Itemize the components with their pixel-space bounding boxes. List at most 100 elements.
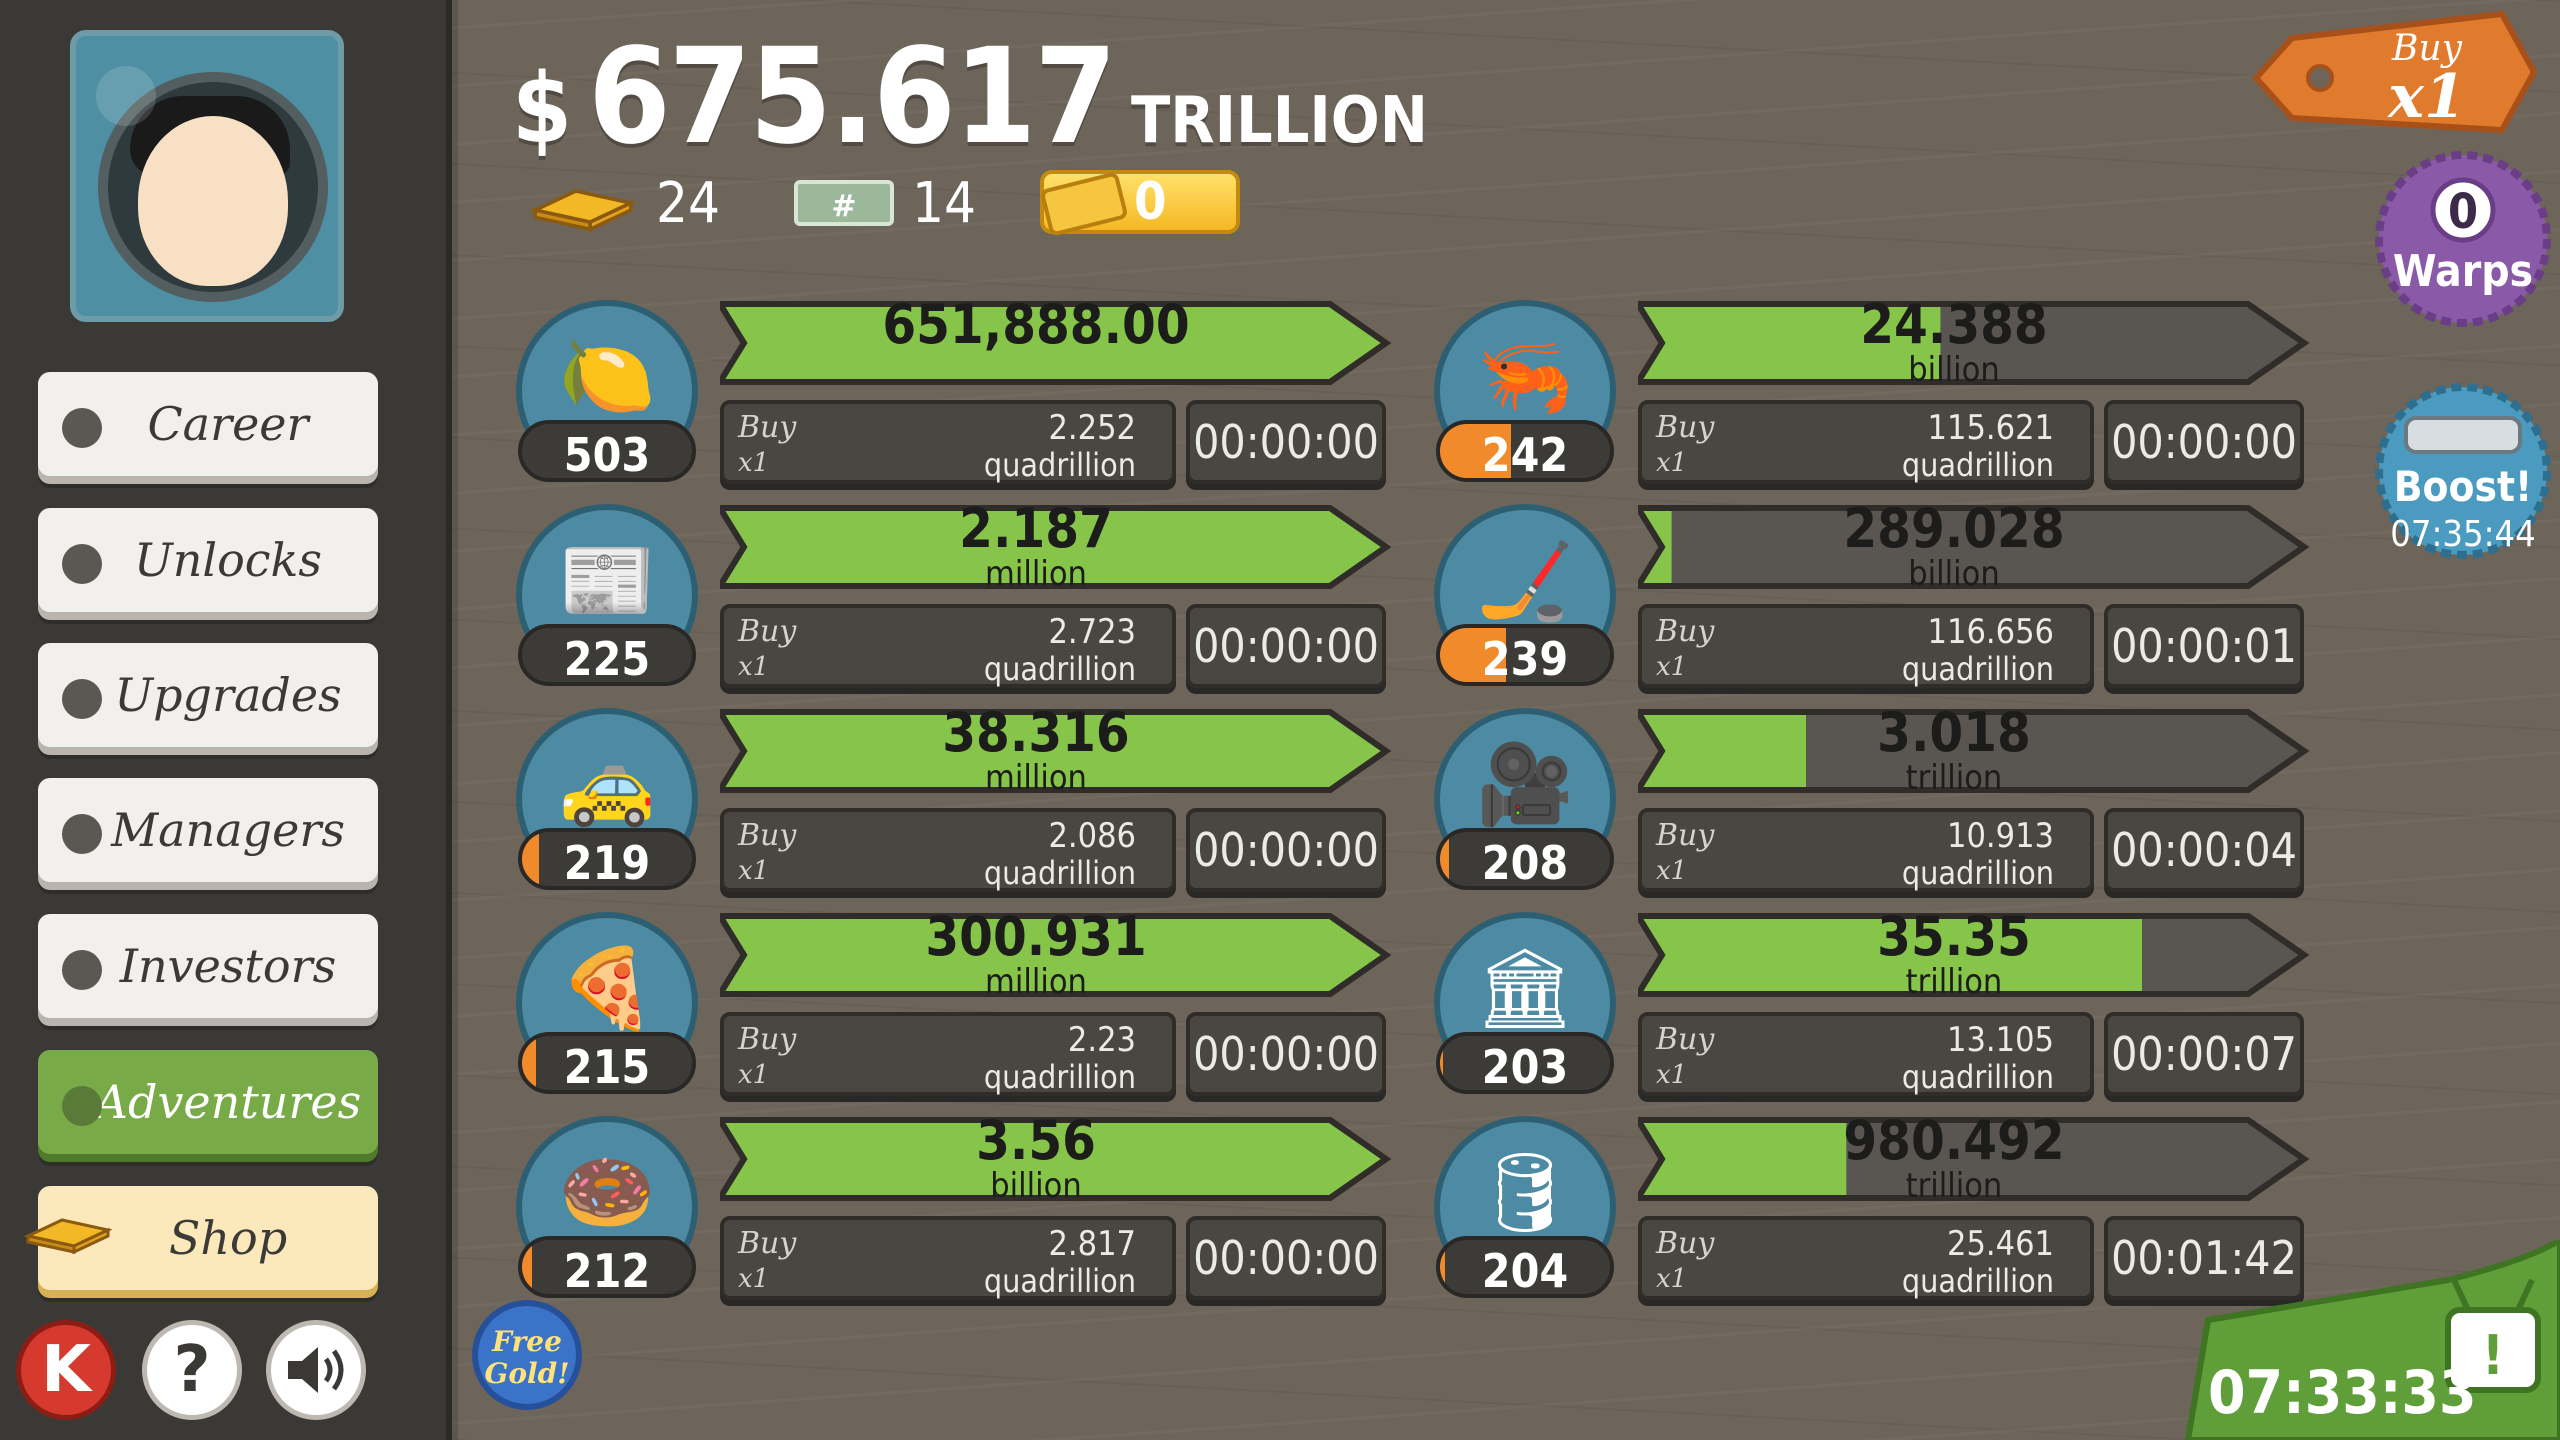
progress-bar-shape bbox=[720, 913, 1392, 997]
ticket-icon bbox=[1041, 172, 1127, 236]
career-dot-icon bbox=[62, 408, 102, 448]
buy-multiplier-button[interactable]: Buy x1 bbox=[2251, 8, 2538, 138]
kongregate-label: K bbox=[41, 1333, 91, 1407]
sound-button[interactable] bbox=[266, 1320, 366, 1420]
timer-value: 00:00:00 bbox=[1193, 619, 1379, 673]
ticket-counter[interactable]: 0 bbox=[1040, 170, 1240, 236]
buy-cost-unit: quadrillion bbox=[983, 1262, 1136, 1300]
warps-count: 0 bbox=[2447, 184, 2479, 240]
avatar[interactable] bbox=[70, 30, 344, 322]
revenue-progress-bar[interactable]: 24.388 billion bbox=[1638, 296, 2310, 390]
owned-count-pill: 215 bbox=[518, 1032, 696, 1094]
owned-count: 503 bbox=[563, 428, 651, 482]
buy-multiplier: x1 bbox=[738, 1264, 770, 1294]
revenue-progress-bar[interactable]: 289.028 billion bbox=[1638, 500, 2310, 594]
buy-button[interactable]: Buy x1 116.656 quadrillion bbox=[1638, 604, 2094, 688]
revenue-value: 289.028 bbox=[1843, 497, 2065, 560]
buy-multiplier: x1 bbox=[1656, 856, 1688, 886]
buy-button[interactable]: Buy x1 2.23 quadrillion bbox=[720, 1012, 1176, 1096]
buy-label: Buy bbox=[1656, 1226, 1715, 1261]
revenue-progress-bar[interactable]: 3.018 trillion bbox=[1638, 704, 2310, 798]
buy-multiplier: x1 bbox=[738, 448, 770, 478]
owned-count-pill: 204 bbox=[1436, 1236, 1614, 1298]
oil-rig-icon: 🛢 bbox=[1475, 1148, 1575, 1238]
buy-button[interactable]: Buy x1 115.621 quadrillion bbox=[1638, 400, 2094, 484]
revenue-unit: billion bbox=[990, 1166, 1082, 1206]
glare-graphic bbox=[96, 66, 156, 126]
owned-count-pill: 239 bbox=[1436, 624, 1614, 686]
revenue-progress-bar[interactable]: 980.492 trillion bbox=[1638, 1112, 2310, 1206]
buy-button[interactable]: Buy x1 2.086 quadrillion bbox=[720, 808, 1176, 892]
owned-count: 239 bbox=[1481, 632, 1569, 686]
progress-bar-shape bbox=[720, 709, 1392, 793]
boost-button[interactable]: Boost! 07:35:44 bbox=[2374, 382, 2552, 560]
buy-button[interactable]: Buy x1 2.723 quadrillion bbox=[720, 604, 1176, 688]
revenue-value: 38.316 bbox=[942, 701, 1130, 764]
investors-dot-icon bbox=[62, 950, 102, 990]
sidebar-item-adventures[interactable]: Adventures bbox=[38, 1050, 378, 1154]
timer-value: 00:00:07 bbox=[2111, 1027, 2297, 1081]
buy-label: Buy bbox=[1656, 614, 1715, 649]
buy-cost: 13.105 bbox=[1947, 1020, 2054, 1060]
cycle-timer: 00:00:00 bbox=[2104, 400, 2304, 484]
owned-progress-fill bbox=[1440, 832, 1449, 886]
kongregate-button[interactable]: K bbox=[16, 1320, 116, 1420]
sidebar-item-unlocks[interactable]: Unlocks bbox=[38, 508, 378, 612]
revenue-progress-bar[interactable]: 651,888.00 bbox=[720, 296, 1392, 390]
revenue-unit: billion bbox=[1908, 554, 2000, 594]
help-label: ? bbox=[173, 1333, 211, 1407]
revenue-progress-bar[interactable]: 2.187 million bbox=[720, 500, 1392, 594]
revenue-unit: trillion bbox=[1905, 758, 2003, 798]
face-graphic bbox=[138, 116, 288, 286]
progress-bar-shape bbox=[720, 505, 1392, 589]
owned-count-pill: 212 bbox=[518, 1236, 696, 1298]
boost-car-icon bbox=[2375, 383, 2551, 559]
sidebar-item-career[interactable]: Career bbox=[38, 372, 378, 476]
owned-progress-fill bbox=[522, 1240, 533, 1294]
free-gold-label-line2: Gold! bbox=[484, 1357, 570, 1390]
progress-bar-shape bbox=[1638, 505, 2310, 589]
megabucks-icon: # bbox=[794, 180, 894, 226]
buy-button[interactable]: Buy x1 10.913 quadrillion bbox=[1638, 808, 2094, 892]
owned-count-pill: 225 bbox=[518, 624, 696, 686]
buy-button[interactable]: Buy x1 2.817 quadrillion bbox=[720, 1216, 1176, 1300]
owned-count: 242 bbox=[1481, 428, 1569, 482]
buy-multiplier: x1 bbox=[738, 652, 770, 682]
free-gold-button[interactable]: Free Gold! bbox=[472, 1300, 582, 1410]
buy-cost: 10.913 bbox=[1947, 816, 2054, 856]
revenue-progress-bar[interactable]: 300.931 million bbox=[720, 908, 1392, 1002]
buy-button[interactable]: Buy x1 25.461 quadrillion bbox=[1638, 1216, 2094, 1300]
sidebar-item-label: Adventures bbox=[94, 1075, 362, 1129]
gold-count: 24 bbox=[656, 170, 721, 236]
help-button[interactable]: ? bbox=[142, 1320, 242, 1420]
buy-button[interactable]: Buy x1 13.105 quadrillion bbox=[1638, 1012, 2094, 1096]
owned-progress-fill bbox=[1440, 424, 1512, 478]
revenue-progress-bar[interactable]: 35.35 trillion bbox=[1638, 908, 2310, 1002]
warps-button[interactable]: 0 Warps bbox=[2374, 150, 2552, 328]
cycle-timer: 00:00:00 bbox=[1186, 1216, 1386, 1300]
revenue-value: 300.931 bbox=[925, 905, 1147, 968]
sidebar-item-managers[interactable]: Managers bbox=[38, 778, 378, 882]
sidebar-item-label: Shop bbox=[168, 1211, 288, 1265]
buy-label: Buy bbox=[738, 1022, 797, 1057]
revenue-unit: million bbox=[985, 962, 1087, 1002]
owned-count-pill: 242 bbox=[1436, 420, 1614, 482]
revenue-unit: billion bbox=[1908, 350, 2000, 390]
buy-label: Buy bbox=[1656, 410, 1715, 445]
buy-cost-unit: quadrillion bbox=[1901, 446, 2054, 484]
pizza-icon: 🍕 bbox=[558, 944, 656, 1034]
gold-stat: 24 bbox=[528, 168, 720, 238]
buy-cost: 25.461 bbox=[1947, 1224, 2054, 1264]
revenue-progress-bar[interactable]: 38.316 million bbox=[720, 704, 1392, 798]
sidebar-item-investors[interactable]: Investors bbox=[38, 914, 378, 1018]
sidebar: Career Unlocks Upgrades Managers Investo… bbox=[0, 0, 452, 1440]
buy-cost: 2.086 bbox=[1048, 816, 1136, 856]
buy-cost: 2.817 bbox=[1048, 1224, 1136, 1264]
ad-boost-panel[interactable]: ! 07:33:33 bbox=[2148, 1236, 2560, 1440]
revenue-value: 3.018 bbox=[1877, 701, 2031, 764]
revenue-progress-bar[interactable]: 3.56 billion bbox=[720, 1112, 1392, 1206]
sidebar-item-upgrades[interactable]: Upgrades bbox=[38, 643, 378, 747]
donut-icon: 🍩 bbox=[558, 1148, 656, 1238]
timer-value: 00:00:00 bbox=[1193, 823, 1379, 877]
buy-button[interactable]: Buy x1 2.252 quadrillion bbox=[720, 400, 1176, 484]
